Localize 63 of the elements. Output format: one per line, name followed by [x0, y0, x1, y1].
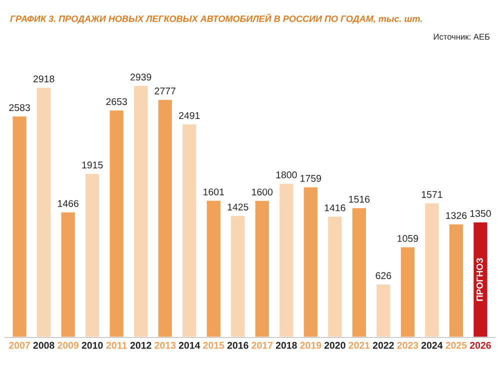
data-label: 1059 [398, 235, 418, 242]
data-label: 2777 [154, 88, 176, 94]
data-label: 1800 [276, 171, 297, 178]
x-tick-label: 2016 [227, 342, 248, 349]
x-tick-label: 2010 [82, 342, 103, 349]
data-label: 626 [376, 272, 392, 280]
bar [472, 220, 489, 338]
x-tick-label: 2008 [33, 342, 54, 349]
x-tick-label: 2024 [421, 342, 443, 349]
data-label: 1516 [349, 196, 370, 203]
x-tick-label: 2026 [470, 342, 491, 349]
x-tick-label: 2015 [203, 342, 224, 349]
text: Источник: АЕБ [434, 34, 490, 40]
bar [254, 199, 270, 338]
x-tick-label: 2018 [276, 342, 297, 349]
data-label: 2583 [9, 104, 30, 112]
data-label: 1601 [204, 188, 224, 196]
bar [156, 98, 174, 338]
bar [424, 202, 440, 338]
bar [60, 210, 76, 338]
data-label: 1915 [82, 162, 103, 168]
bar [278, 182, 295, 338]
data-label: 1600 [252, 188, 273, 196]
bar [399, 246, 416, 338]
data-label: 2653 [106, 98, 127, 106]
data-label: 1466 [58, 200, 78, 207]
bar [326, 215, 344, 338]
bar [11, 115, 28, 338]
data-label: 1571 [422, 191, 442, 198]
bar [181, 122, 198, 338]
bar [84, 172, 101, 338]
x-tick-label: 2020 [324, 342, 346, 349]
bar [350, 206, 368, 338]
x-tick-label: 2022 [372, 342, 394, 349]
chart-title: ГРАФИК 3. ПРОДАЖИ НОВЫХ ЛЕГКОВЫХ АВТОМОБИЛЕЙ В РОССИИ ПО ГОДАМ, тыс. шт. [10, 14, 422, 24]
x-tick-label: 2013 [154, 342, 176, 349]
annotation: ПРОГНОЗ [476, 258, 483, 301]
data-label: 2491 [179, 112, 200, 119]
data-label: 1326 [446, 212, 467, 219]
x-tick-label: 2021 [348, 342, 370, 349]
x-tick-label: 2007 [9, 342, 30, 349]
x-tick-label: 2012 [130, 342, 152, 349]
x-tick-label: 2017 [252, 342, 273, 349]
bar [205, 199, 222, 338]
bar [230, 214, 246, 338]
bar [448, 222, 464, 338]
data-label: 1416 [324, 204, 346, 212]
x-tick-label: 2019 [300, 342, 322, 349]
bar [36, 86, 52, 338]
bar [132, 84, 150, 338]
data-label: 1350 [470, 210, 491, 217]
x-tick-label: 2009 [58, 342, 79, 349]
bar [375, 283, 392, 338]
data-label: 1425 [228, 204, 248, 210]
x-tick-label: 2023 [397, 342, 418, 349]
x-tick-label: 2014 [178, 342, 200, 349]
x-tick-label: 2011 [106, 342, 127, 349]
data-label: 2918 [33, 75, 54, 82]
data-label: 2939 [130, 74, 152, 81]
bar [108, 109, 125, 338]
bar [302, 186, 319, 338]
x-tick-label: 2025 [446, 342, 467, 349]
data-label: 1759 [300, 174, 321, 182]
